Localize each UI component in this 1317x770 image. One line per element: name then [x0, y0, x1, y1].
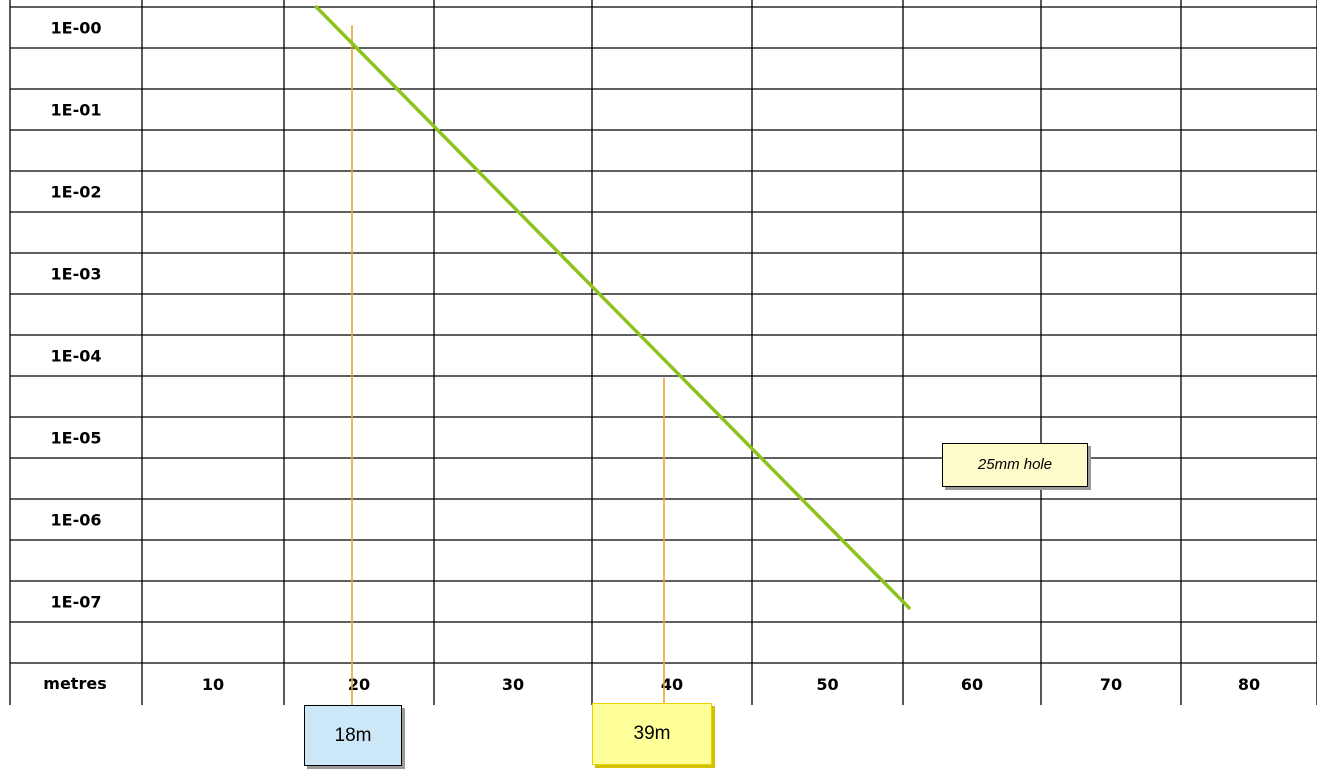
y-tick-label: 1E-03	[51, 265, 102, 284]
tick-labels: metres 1E-00 1E-01 1E-02 1E-03 1E-04 1E-05 1E-…	[43, 19, 1260, 695]
x-tick-label: 50	[816, 675, 838, 694]
x-tick-label: 30	[502, 675, 524, 694]
x-tick-label: 10	[202, 675, 224, 694]
x-tick-label: 20	[348, 675, 370, 694]
y-tick-label: 1E-01	[51, 101, 102, 120]
marker-lines	[351, 25, 665, 705]
y-tick-label: 1E-04	[51, 347, 102, 366]
y-tick-label: 1E-07	[51, 593, 102, 612]
series-line	[314, 5, 911, 610]
y-tick-label: 1E-05	[51, 429, 102, 448]
marker-callout-18m: 18m	[304, 705, 402, 766]
series-lines	[314, 5, 911, 610]
y-tick-label: 1E-02	[51, 183, 102, 202]
x-tick-label: 70	[1100, 675, 1122, 694]
series-label-25mm-hole: 25mm hole	[942, 443, 1088, 487]
x-tick-label: 40	[661, 675, 683, 694]
x-axis-title: metres	[43, 674, 106, 693]
x-tick-label: 80	[1238, 675, 1260, 694]
y-tick-label: 1E-00	[51, 19, 102, 38]
y-tick-label: 1E-06	[51, 511, 102, 530]
marker-callout-39m: 39m	[592, 703, 712, 765]
x-tick-label: 60	[961, 675, 983, 694]
